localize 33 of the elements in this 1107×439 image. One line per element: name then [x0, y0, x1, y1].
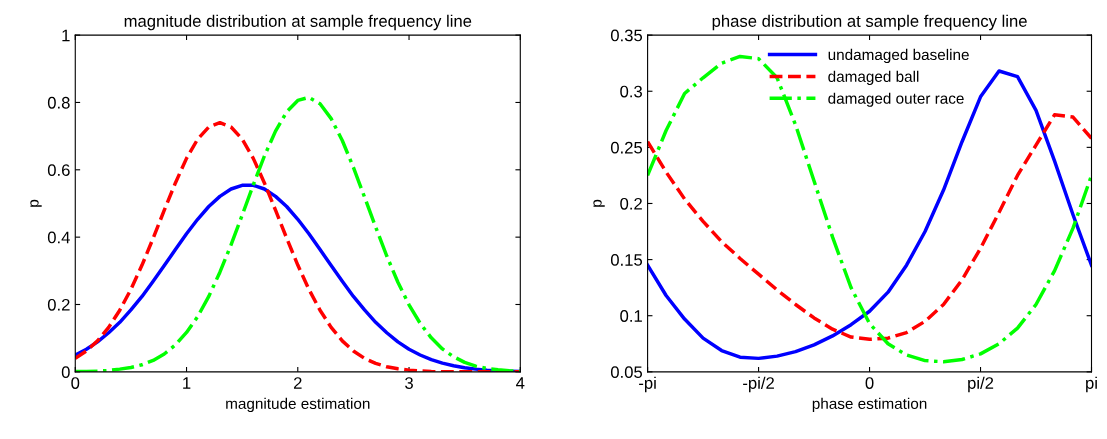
y-tick-label: 0.4: [47, 231, 70, 244]
x-tick-label: -pi/2: [743, 376, 774, 393]
y-axis-title: p: [30, 199, 42, 207]
y-tick-label: 0.25: [610, 141, 643, 154]
x-tick-label: -pi: [639, 376, 656, 393]
legend-label: damaged outer race: [828, 92, 964, 107]
legend-label: damaged ball: [828, 70, 919, 85]
x-tick-label: 0: [71, 377, 80, 389]
x-tick-label: 3: [405, 377, 413, 389]
y-tick-label: 0.2: [620, 197, 642, 210]
y-tick-label: 1: [62, 29, 70, 42]
y-tick-label: 0.35: [610, 29, 643, 42]
legend-label: undamaged baseline: [828, 48, 969, 64]
y-tick-label: 0.3: [620, 85, 642, 98]
y-tick-label: 0.6: [47, 164, 70, 177]
y-tick-label: 0: [61, 366, 70, 379]
y-tick-label: 0.8: [47, 96, 70, 109]
y-tick-label: 0.1: [620, 310, 642, 322]
x-tick-label: pi/2: [968, 376, 994, 393]
line-series: [647, 113, 1092, 342]
x-tick-label: 0: [865, 377, 874, 389]
x-tick-label: pi: [1086, 376, 1097, 393]
y-tick-label: 0.15: [610, 254, 643, 266]
y-axis-title: p: [593, 199, 605, 207]
y-tick-label: 0.05: [610, 366, 643, 379]
y-tick-label: 0.2: [47, 298, 70, 311]
x-tick-label: 2: [293, 377, 302, 389]
chart-title: magnitude distribution at sample frequency line: [124, 14, 472, 31]
x-axis-title: phase estimation: [812, 397, 927, 413]
chart-title: phase distribution at sample frequency line: [712, 14, 1027, 31]
x-tick-label: 1: [183, 377, 191, 389]
x-tick-label: 4: [516, 377, 525, 389]
x-axis-title: magnitude estimation: [226, 397, 370, 413]
